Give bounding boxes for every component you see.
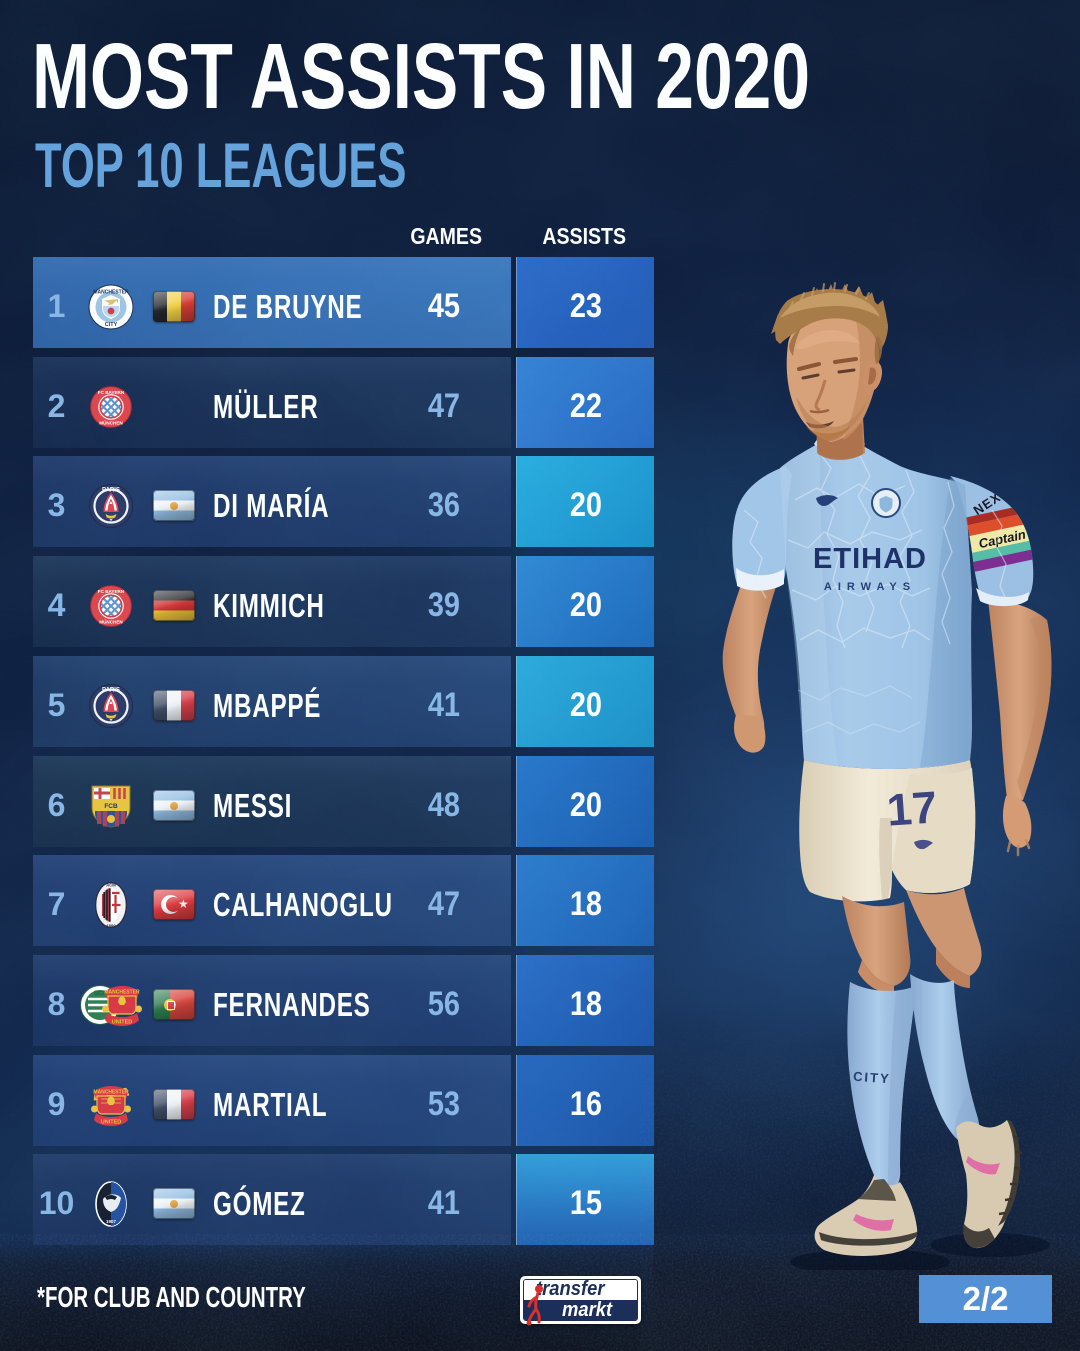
svg-text:CITY: CITY bbox=[853, 1069, 892, 1087]
svg-text:ETIHAD: ETIHAD bbox=[813, 543, 927, 575]
svg-text:17: 17 bbox=[885, 781, 938, 835]
svg-text:AIRWAYS: AIRWAYS bbox=[824, 581, 916, 593]
